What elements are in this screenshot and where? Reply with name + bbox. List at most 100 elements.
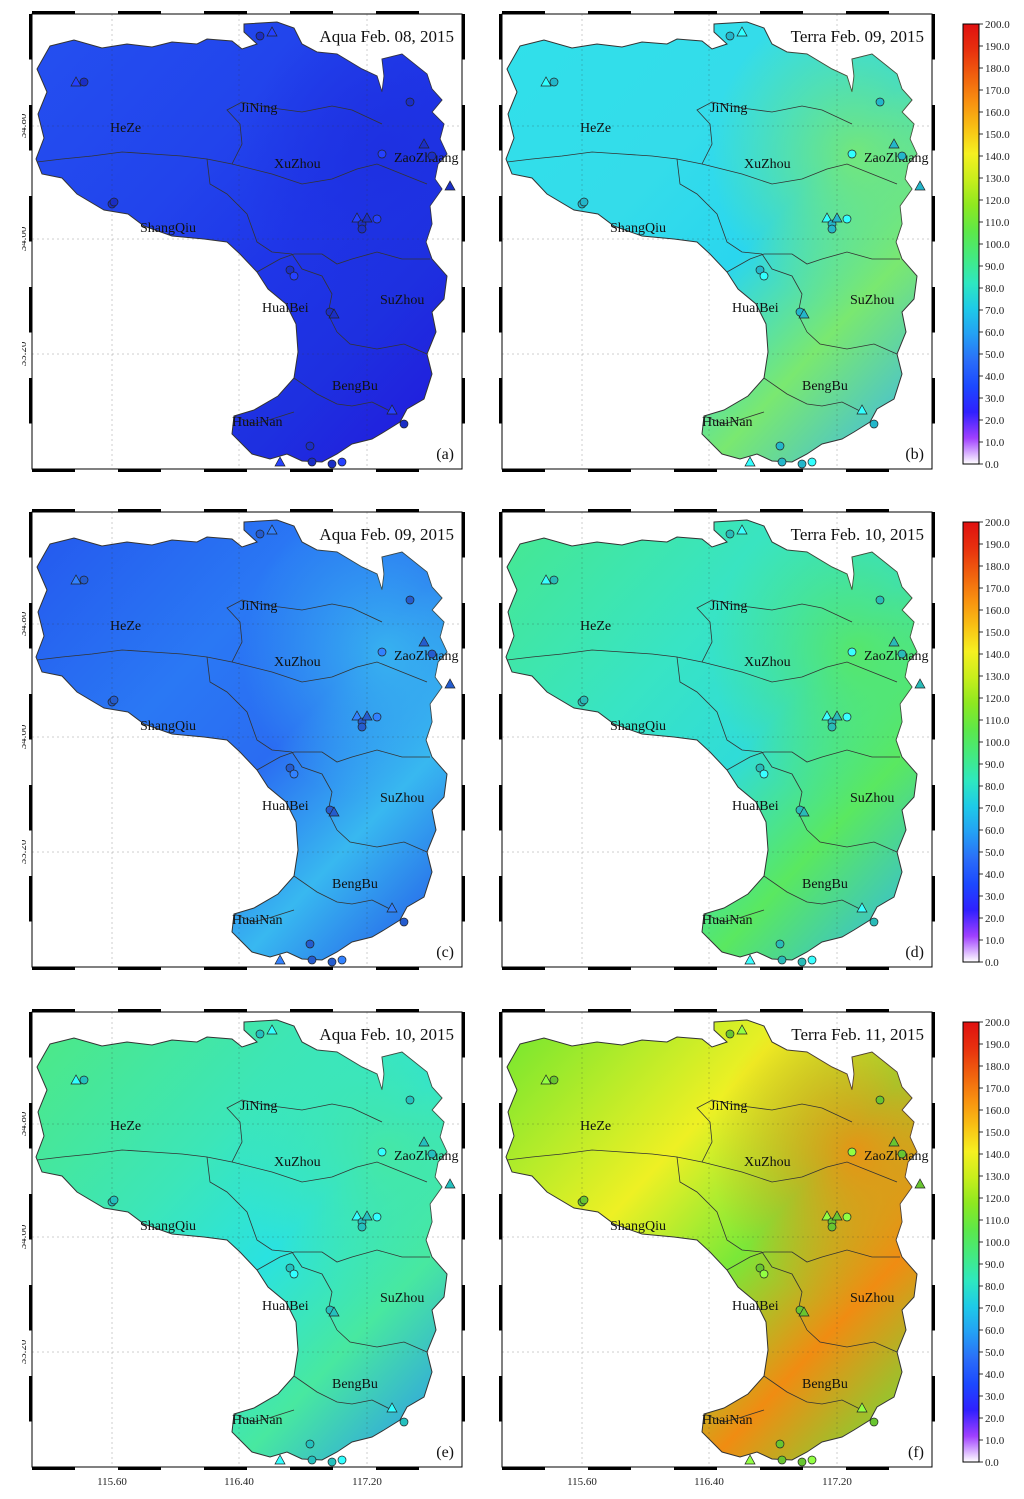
region-label-xuzhou: XuZhou — [744, 1155, 791, 1170]
region-label-jining: JiNing — [240, 1099, 277, 1114]
map-panel-b: HeZe JiNing XuZhou ZaoZhuang ShangQiu HuaiBei… — [492, 0, 953, 481]
region-boundary — [701, 661, 898, 683]
frame-segment — [499, 1012, 502, 1058]
station-triangle — [70, 574, 82, 585]
colorbar-tick-label: 170.0 — [985, 85, 1010, 97]
frame-segment — [846, 967, 889, 970]
station-triangle — [351, 710, 363, 721]
colorbar-tick-label: 60.0 — [985, 327, 1005, 339]
frame-segment — [499, 694, 502, 740]
map-panel-f: HeZe JiNing XuZhou ZaoZhuang ShangQiu HuaiBei… — [492, 995, 953, 1499]
station-circle — [777, 457, 787, 467]
colorbar-tick-label: 180.0 — [985, 1061, 1010, 1073]
colorbar-tick-label: 110.0 — [985, 217, 1010, 229]
region-boundary — [233, 1409, 295, 1423]
region-label-suzhou: SuZhou — [380, 293, 424, 308]
region-label-huainan: HuaiNan — [702, 913, 753, 928]
frame-segment — [588, 1467, 631, 1470]
colorbar-tick-label: 190.0 — [985, 41, 1010, 53]
station-triangle — [274, 456, 286, 467]
x-tick-label-bottom: 115.60 — [97, 1476, 127, 1488]
panel-label: (c) — [436, 944, 454, 961]
colorbar-1: 0.0 10.0 20.0 30.0 40.0 50.0 60.0 70.0 80.0 90.0 1… — [955, 18, 1021, 483]
frame-segment — [588, 967, 631, 970]
map-panel-e: HeZe JiNing XuZhou ZaoZhuang ShangQiu HuaiBei… — [17, 995, 472, 1499]
station-circle — [327, 957, 337, 967]
panel-title: Terra Feb. 10, 2015 — [791, 525, 924, 544]
station-triangle — [70, 76, 82, 87]
frame-segment — [118, 1467, 161, 1470]
region-label-bengbu: BengBu — [332, 1377, 378, 1392]
frame-segment — [462, 14, 465, 60]
x-tick-label-bottom: 115.60 — [567, 1476, 597, 1488]
region-boundary — [703, 411, 765, 425]
frame-segment — [32, 1467, 75, 1470]
colorbar-tick-label: 80.0 — [985, 1281, 1005, 1293]
frame-segment — [932, 287, 935, 333]
frame-segment — [462, 105, 465, 151]
frame-segment — [118, 11, 161, 14]
frame-segment — [760, 1009, 803, 1012]
frame-segment — [499, 512, 502, 558]
station-circle — [405, 595, 415, 605]
frame-segment — [462, 876, 465, 922]
frame-segment — [204, 469, 247, 472]
colorbar-tick-label: 140.0 — [985, 649, 1010, 661]
frame-segment — [502, 967, 545, 970]
frame-segment — [376, 509, 419, 512]
region-boundary — [696, 101, 853, 165]
station-circle — [307, 955, 317, 965]
frame-segment — [290, 1009, 333, 1012]
region-label-huaibei: HuaiBei — [262, 1299, 309, 1314]
station-circle — [755, 265, 765, 275]
region-label-huaibei: HuaiBei — [732, 1299, 779, 1314]
station-triangle — [856, 1402, 868, 1413]
colorbar-tick-label: 30.0 — [985, 891, 1005, 903]
station-circle — [337, 1455, 347, 1465]
colorbar-tick-label: 50.0 — [985, 349, 1005, 361]
station-triangle — [70, 1074, 82, 1085]
region-label-huainan: HuaiNan — [232, 415, 283, 430]
region-boundary — [696, 599, 853, 663]
colorbar-tick-label: 0.0 — [985, 459, 999, 471]
frame-segment — [290, 469, 333, 472]
station-triangle — [266, 524, 278, 535]
colorbar-tick-label: 110.0 — [985, 1215, 1010, 1227]
colorbar-tick-label: 130.0 — [985, 671, 1010, 683]
station-circle — [372, 214, 382, 224]
map-area: HeZe JiNing XuZhou ZaoZhuang ShangQiu HuaiBei… — [502, 1012, 932, 1467]
colorbar-tick-label: 90.0 — [985, 261, 1005, 273]
station-circle — [285, 763, 295, 773]
station-circle — [842, 1212, 852, 1222]
frame-segment — [118, 509, 161, 512]
region-boundary — [676, 1156, 763, 1253]
colorbar-tick-label: 40.0 — [985, 869, 1005, 881]
station-triangle — [798, 1306, 810, 1317]
frame-segment — [29, 1194, 32, 1240]
station-circle — [807, 1455, 817, 1465]
frame-segment — [760, 11, 803, 14]
frame-segment — [588, 1009, 631, 1012]
colorbar-tick-label: 160.0 — [985, 605, 1010, 617]
frame-segment — [588, 469, 631, 472]
station-triangle — [274, 1454, 286, 1465]
frame-segment — [502, 509, 545, 512]
station-circle — [869, 917, 879, 927]
region-boundary — [726, 751, 765, 771]
station-circle — [775, 939, 785, 949]
station-triangle — [361, 710, 373, 721]
map-panel-d: HeZe JiNing XuZhou ZaoZhuang ShangQiu HuaiBei… — [492, 495, 953, 979]
station-circle — [869, 1417, 879, 1427]
station-circle — [777, 955, 787, 965]
region-label-xuzhou: XuZhou — [744, 157, 791, 172]
panel-label: (e) — [436, 1444, 454, 1461]
colorbar-tick-label: 100.0 — [985, 239, 1010, 251]
region-label-huainan: HuaiNan — [702, 1413, 753, 1428]
map-area: HeZe JiNing XuZhou ZaoZhuang ShangQiu HuaiBei… — [32, 14, 462, 469]
panel-label: (d) — [905, 944, 924, 961]
colorbar-tick-label: 200.0 — [985, 1017, 1010, 1029]
station-circle — [847, 647, 857, 657]
map-area: HeZe JiNing XuZhou ZaoZhuang ShangQiu HuaiBei… — [502, 14, 932, 469]
region-boundary — [294, 749, 430, 763]
colorbar-tick-label: 50.0 — [985, 847, 1005, 859]
